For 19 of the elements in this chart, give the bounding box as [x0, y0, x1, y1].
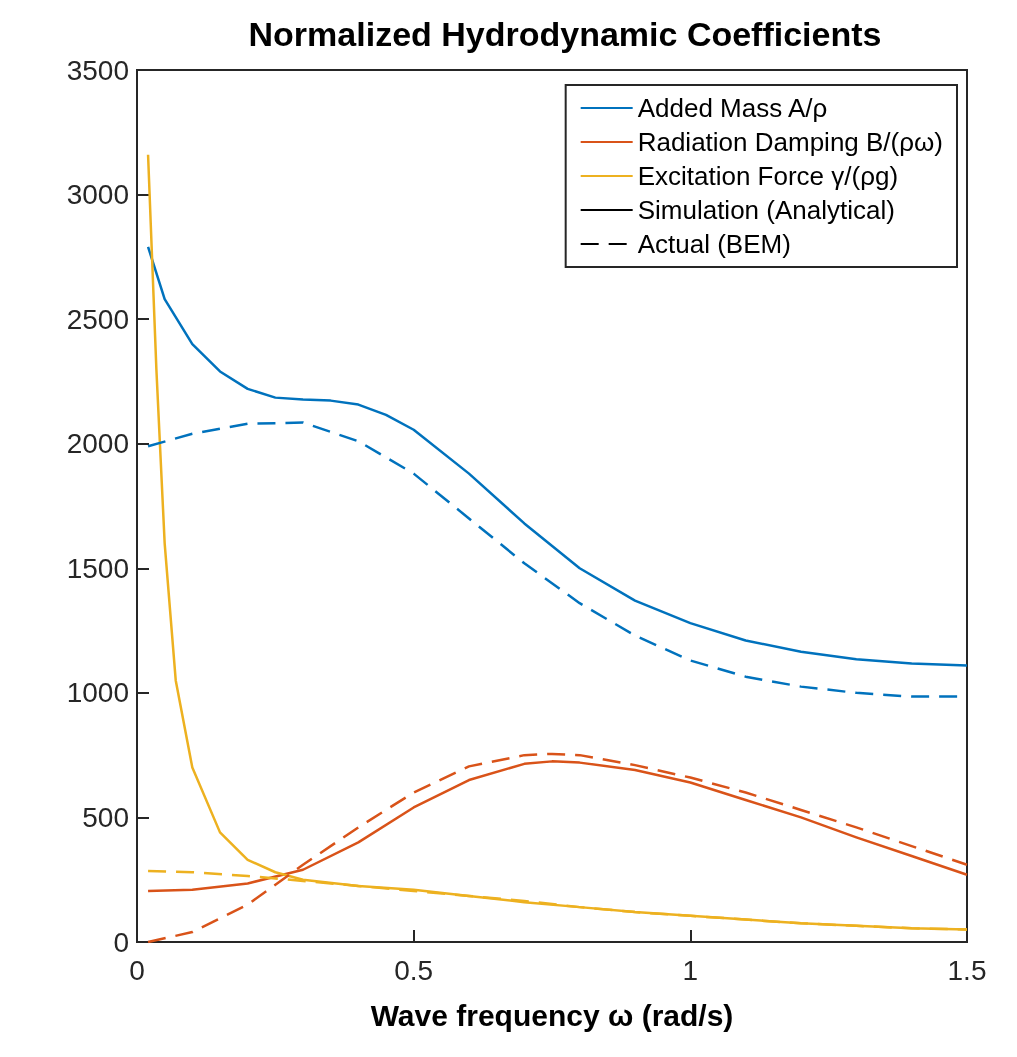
y-tick-label: 3500 [66, 54, 129, 86]
x-tick-label: 1.5 [947, 954, 987, 986]
x-tick-label: 1 [682, 954, 699, 986]
y-tick-label: 0 [113, 926, 129, 958]
y-tick-label: 1500 [66, 552, 129, 584]
y-tick-label: 1000 [66, 677, 129, 709]
legend-label: Added Mass A/ρ [637, 93, 828, 123]
line-series [146, 752, 969, 944]
chart-title: Normalized Hydrodynamic Coefficients [248, 15, 882, 53]
y-tick-label: 3000 [66, 179, 129, 211]
legend-label: Radiation Damping B/(ρω) [637, 127, 944, 157]
legend-label: Actual (BEM) [637, 229, 791, 259]
legend-label: Simulation (Analytical) [637, 195, 895, 225]
x-tick-label: 0.5 [394, 954, 434, 986]
y-tick-label: 500 [82, 801, 129, 833]
legend-label: Excitation Force γ/(ρg) [637, 161, 899, 191]
y-tick-label: 2500 [66, 303, 129, 335]
x-axis-title: Wave frequency ω (rad/s) [370, 998, 734, 1032]
y-tick-label: 2000 [66, 428, 129, 460]
